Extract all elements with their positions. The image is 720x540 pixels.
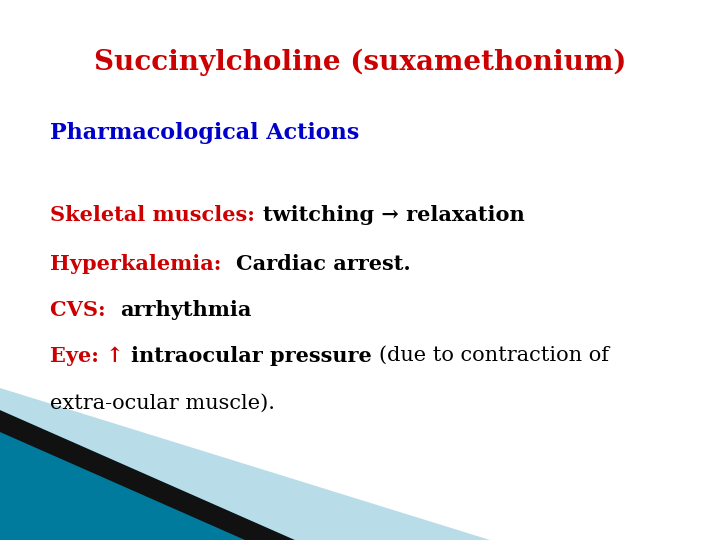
- Polygon shape: [0, 405, 390, 540]
- Text: arrhythmia: arrhythmia: [120, 300, 252, 320]
- Text: twitching → relaxation: twitching → relaxation: [263, 205, 524, 225]
- Text: Skeletal muscles:: Skeletal muscles:: [50, 205, 263, 225]
- Text: Succinylcholine (suxamethonium): Succinylcholine (suxamethonium): [94, 49, 626, 76]
- Text: extra-ocular muscle).: extra-ocular muscle).: [50, 394, 275, 413]
- Text: CVS:: CVS:: [50, 300, 120, 320]
- Text: Cardiac arrest.: Cardiac arrest.: [236, 254, 411, 274]
- Text: Eye: ↑: Eye: ↑: [50, 346, 131, 366]
- Polygon shape: [0, 410, 295, 540]
- Text: Hyperkalemia:: Hyperkalemia:: [50, 254, 236, 274]
- Text: (due to contraction of: (due to contraction of: [379, 346, 609, 365]
- Text: Pharmacological Actions: Pharmacological Actions: [50, 122, 360, 144]
- Text: intraocular pressure: intraocular pressure: [131, 346, 379, 366]
- Polygon shape: [0, 388, 490, 540]
